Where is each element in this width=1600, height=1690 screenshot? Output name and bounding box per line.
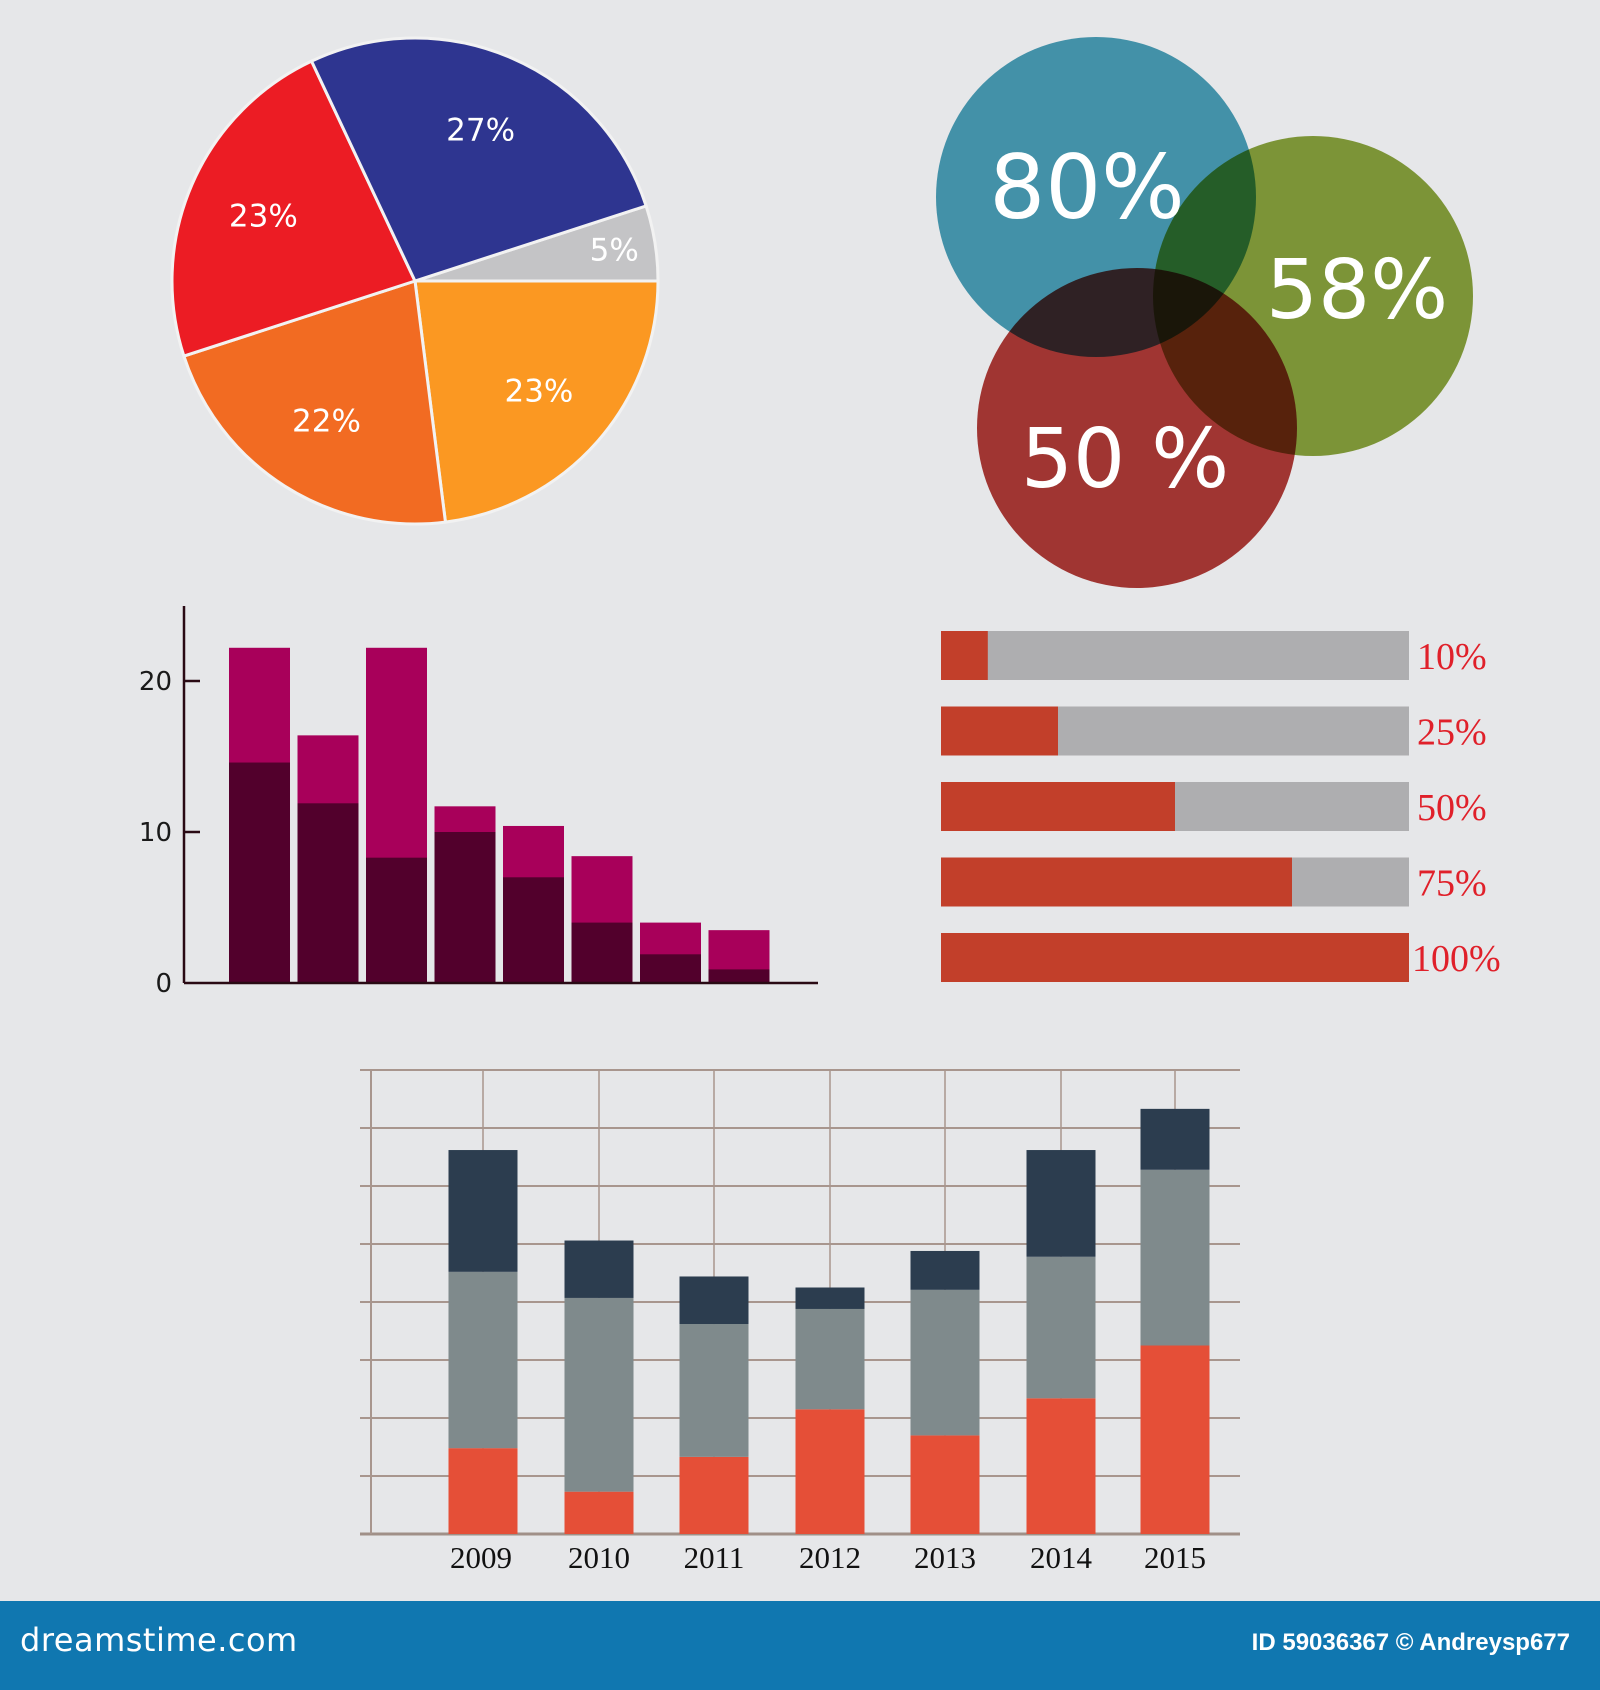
stacked-bar-segment-middle (795, 1308, 865, 1410)
y-tick-label: 20 (139, 667, 172, 697)
pie-chart: 5% 23% 22% 23% 27% (170, 36, 660, 526)
y-tick-label: 0 (155, 969, 172, 999)
stacked-bar-segment-top (448, 1150, 518, 1272)
progress-label: 10% (1417, 636, 1487, 678)
progress-fill (941, 782, 1175, 831)
histogram-bar-dark (434, 832, 496, 983)
pie-slice (309, 36, 648, 283)
footer-logo[interactable]: dreamstime.com (20, 1621, 298, 1659)
stacked-bar-segment-top (910, 1250, 980, 1290)
pie-slice-label: 23% (229, 198, 298, 234)
histogram-bar-dark (640, 954, 701, 983)
progress-label: 50% (1417, 787, 1487, 829)
footer-bar: dreamstime.com ID 59036367 © Andreysp677 (0, 1601, 1600, 1690)
stacked-bar-segment-top (1140, 1108, 1210, 1170)
x-tick-label: 2013 (914, 1540, 976, 1575)
stacked-bar-segment-bottom (1140, 1345, 1210, 1534)
stacked-bar-segment-bottom (448, 1448, 518, 1534)
progress-fill (941, 706, 1058, 756)
stacked-bar-segment-top (1026, 1150, 1096, 1257)
progress-fill (941, 933, 1409, 982)
venn-diagram: 80% 58% 50 % (936, 37, 1473, 588)
venn-label: 80% (989, 136, 1185, 239)
stacked-bar-segment-bottom (910, 1435, 980, 1534)
histogram-bar-dark (366, 857, 427, 983)
x-tick-label: 2010 (568, 1540, 630, 1575)
pie-slice-label: 22% (292, 404, 361, 440)
histogram-bar-dark (571, 922, 633, 983)
pie-slice-label: 23% (504, 373, 573, 409)
progress-label: 75% (1417, 863, 1487, 905)
stacked-bar-segment-bottom (795, 1409, 865, 1534)
progress-label: 100% (1412, 938, 1501, 980)
histogram-bar-dark (708, 969, 770, 983)
footer-credit: ID 59036367 © Andreysp677 (1251, 1629, 1570, 1656)
stacked-bar-segment-middle (1026, 1256, 1096, 1399)
stacked-bar-segment-top (564, 1240, 634, 1298)
venn-label: 50 % (1021, 412, 1229, 507)
stacked-bar-segment-bottom (564, 1491, 634, 1534)
progress-fill (941, 631, 988, 680)
stacked-bar-segment-top (679, 1276, 749, 1325)
x-tick-label: 2014 (1030, 1540, 1093, 1575)
venn-circle (977, 268, 1297, 588)
stacked-bar-segment-middle (910, 1289, 980, 1436)
histogram-bar-dark (229, 762, 290, 983)
pie-slice-label: 5% (590, 232, 639, 268)
y-tick-label: 10 (139, 818, 172, 848)
histogram-bar-dark (503, 877, 564, 983)
progress-label: 25% (1417, 712, 1487, 754)
x-tick-label: 2009 (450, 1540, 512, 1575)
venn-label: 58% (1266, 243, 1448, 338)
histogram-chart: 0 10 20 (139, 606, 818, 999)
stacked-bar-segment-middle (448, 1271, 518, 1449)
pie-slice-label: 27% (446, 112, 515, 148)
stacked-bar-segment-middle (679, 1324, 749, 1457)
stacked-bar-segment-middle (1140, 1169, 1210, 1346)
stacked-bar-segment-bottom (679, 1456, 749, 1534)
progress-bars-chart: 10% 25% 50% 75% 100% (941, 631, 1501, 982)
x-tick-label: 2012 (799, 1540, 861, 1575)
histogram-bar-dark (297, 803, 359, 983)
stacked-bar-segment-bottom (1026, 1398, 1096, 1534)
x-tick-label: 2015 (1144, 1540, 1206, 1575)
progress-fill (941, 857, 1292, 907)
stacked-bar-chart: 2009 2010 2011 2012 2013 2014 2015 (360, 1069, 1240, 1575)
progress-track (941, 631, 1409, 680)
pie-slice (413, 279, 660, 524)
stacked-bar-segment-top (795, 1287, 865, 1309)
pie-slice (170, 59, 418, 358)
stacked-bar-segment-middle (564, 1297, 634, 1492)
x-tick-label: 2011 (684, 1540, 745, 1575)
pie-slice (182, 279, 448, 526)
